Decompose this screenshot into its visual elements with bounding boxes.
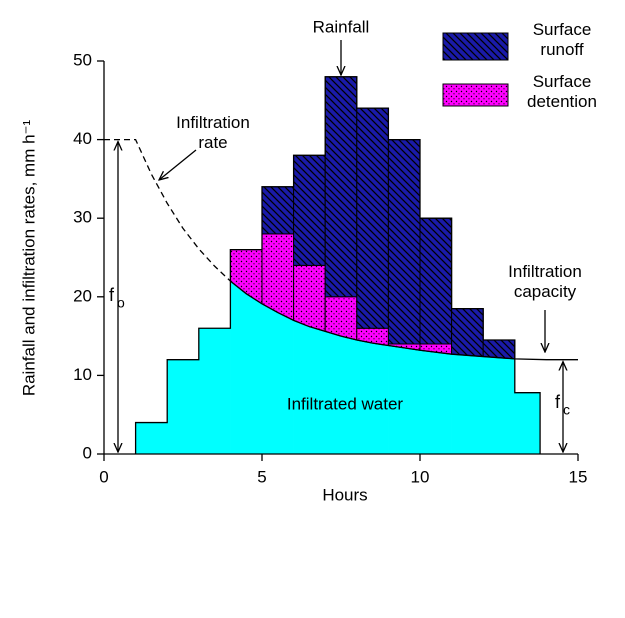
runoff-area xyxy=(293,154,326,266)
y-axis-label: Rainfall and infiltration rates, mm h⁻¹ xyxy=(19,119,38,396)
x-axis-label: Hours xyxy=(322,485,367,504)
infiltrated-area xyxy=(324,331,358,455)
infiltration-curve xyxy=(229,280,578,361)
y-tick-label: 50 xyxy=(73,50,92,69)
infiltrated-area xyxy=(514,392,541,455)
x-tick-label: 5 xyxy=(257,467,266,486)
infiltrated-area xyxy=(230,280,263,455)
runoff-area xyxy=(482,339,516,360)
infiltrated-area xyxy=(198,327,231,455)
runoff-area xyxy=(451,308,484,358)
infiltrated-area xyxy=(419,349,452,455)
infiltrated-area xyxy=(261,303,294,455)
arrow xyxy=(159,149,197,180)
legend-swatch xyxy=(442,83,509,107)
x-tick-label: 0 xyxy=(99,467,108,486)
infiltrated-area xyxy=(135,422,168,455)
legend-swatch xyxy=(442,32,509,61)
detention-area xyxy=(293,264,326,333)
rainfall-outline xyxy=(134,76,541,454)
y-tick-label: 10 xyxy=(73,365,92,384)
infiltrated-area xyxy=(166,359,200,455)
rainfall-label: Rainfall xyxy=(313,17,370,36)
runoff-area xyxy=(387,139,421,345)
y-tick-label: 40 xyxy=(73,129,92,148)
x-tick-label: 10 xyxy=(411,467,430,486)
legend-label: Surface detention xyxy=(527,72,597,111)
f-symbol: f xyxy=(555,392,561,412)
infiltrated-water-label: Infiltrated water xyxy=(287,394,404,413)
legend-label: Surface runoff xyxy=(532,20,592,59)
y-tick-label: 30 xyxy=(73,208,92,227)
f-symbol: f xyxy=(109,285,115,305)
f0-label: f o xyxy=(109,285,125,311)
infiltrated-area xyxy=(451,353,484,455)
runoff-area xyxy=(324,76,358,298)
runoff-area xyxy=(356,107,389,329)
x-tick-label: 15 xyxy=(569,467,588,486)
infiltration-curve-dashed xyxy=(104,138,231,282)
y-tick-label: 0 xyxy=(83,443,92,462)
infiltration-rate-label: Infiltration rate xyxy=(176,113,250,152)
infiltration-capacity-label: Infiltration capacity xyxy=(508,262,582,301)
infiltrated-area xyxy=(482,356,516,455)
y-tick-label: 20 xyxy=(73,286,92,305)
infiltrated-area xyxy=(293,320,326,455)
runoff-area xyxy=(261,186,295,235)
runoff-area xyxy=(419,217,453,345)
f-subscript: c xyxy=(563,402,570,418)
